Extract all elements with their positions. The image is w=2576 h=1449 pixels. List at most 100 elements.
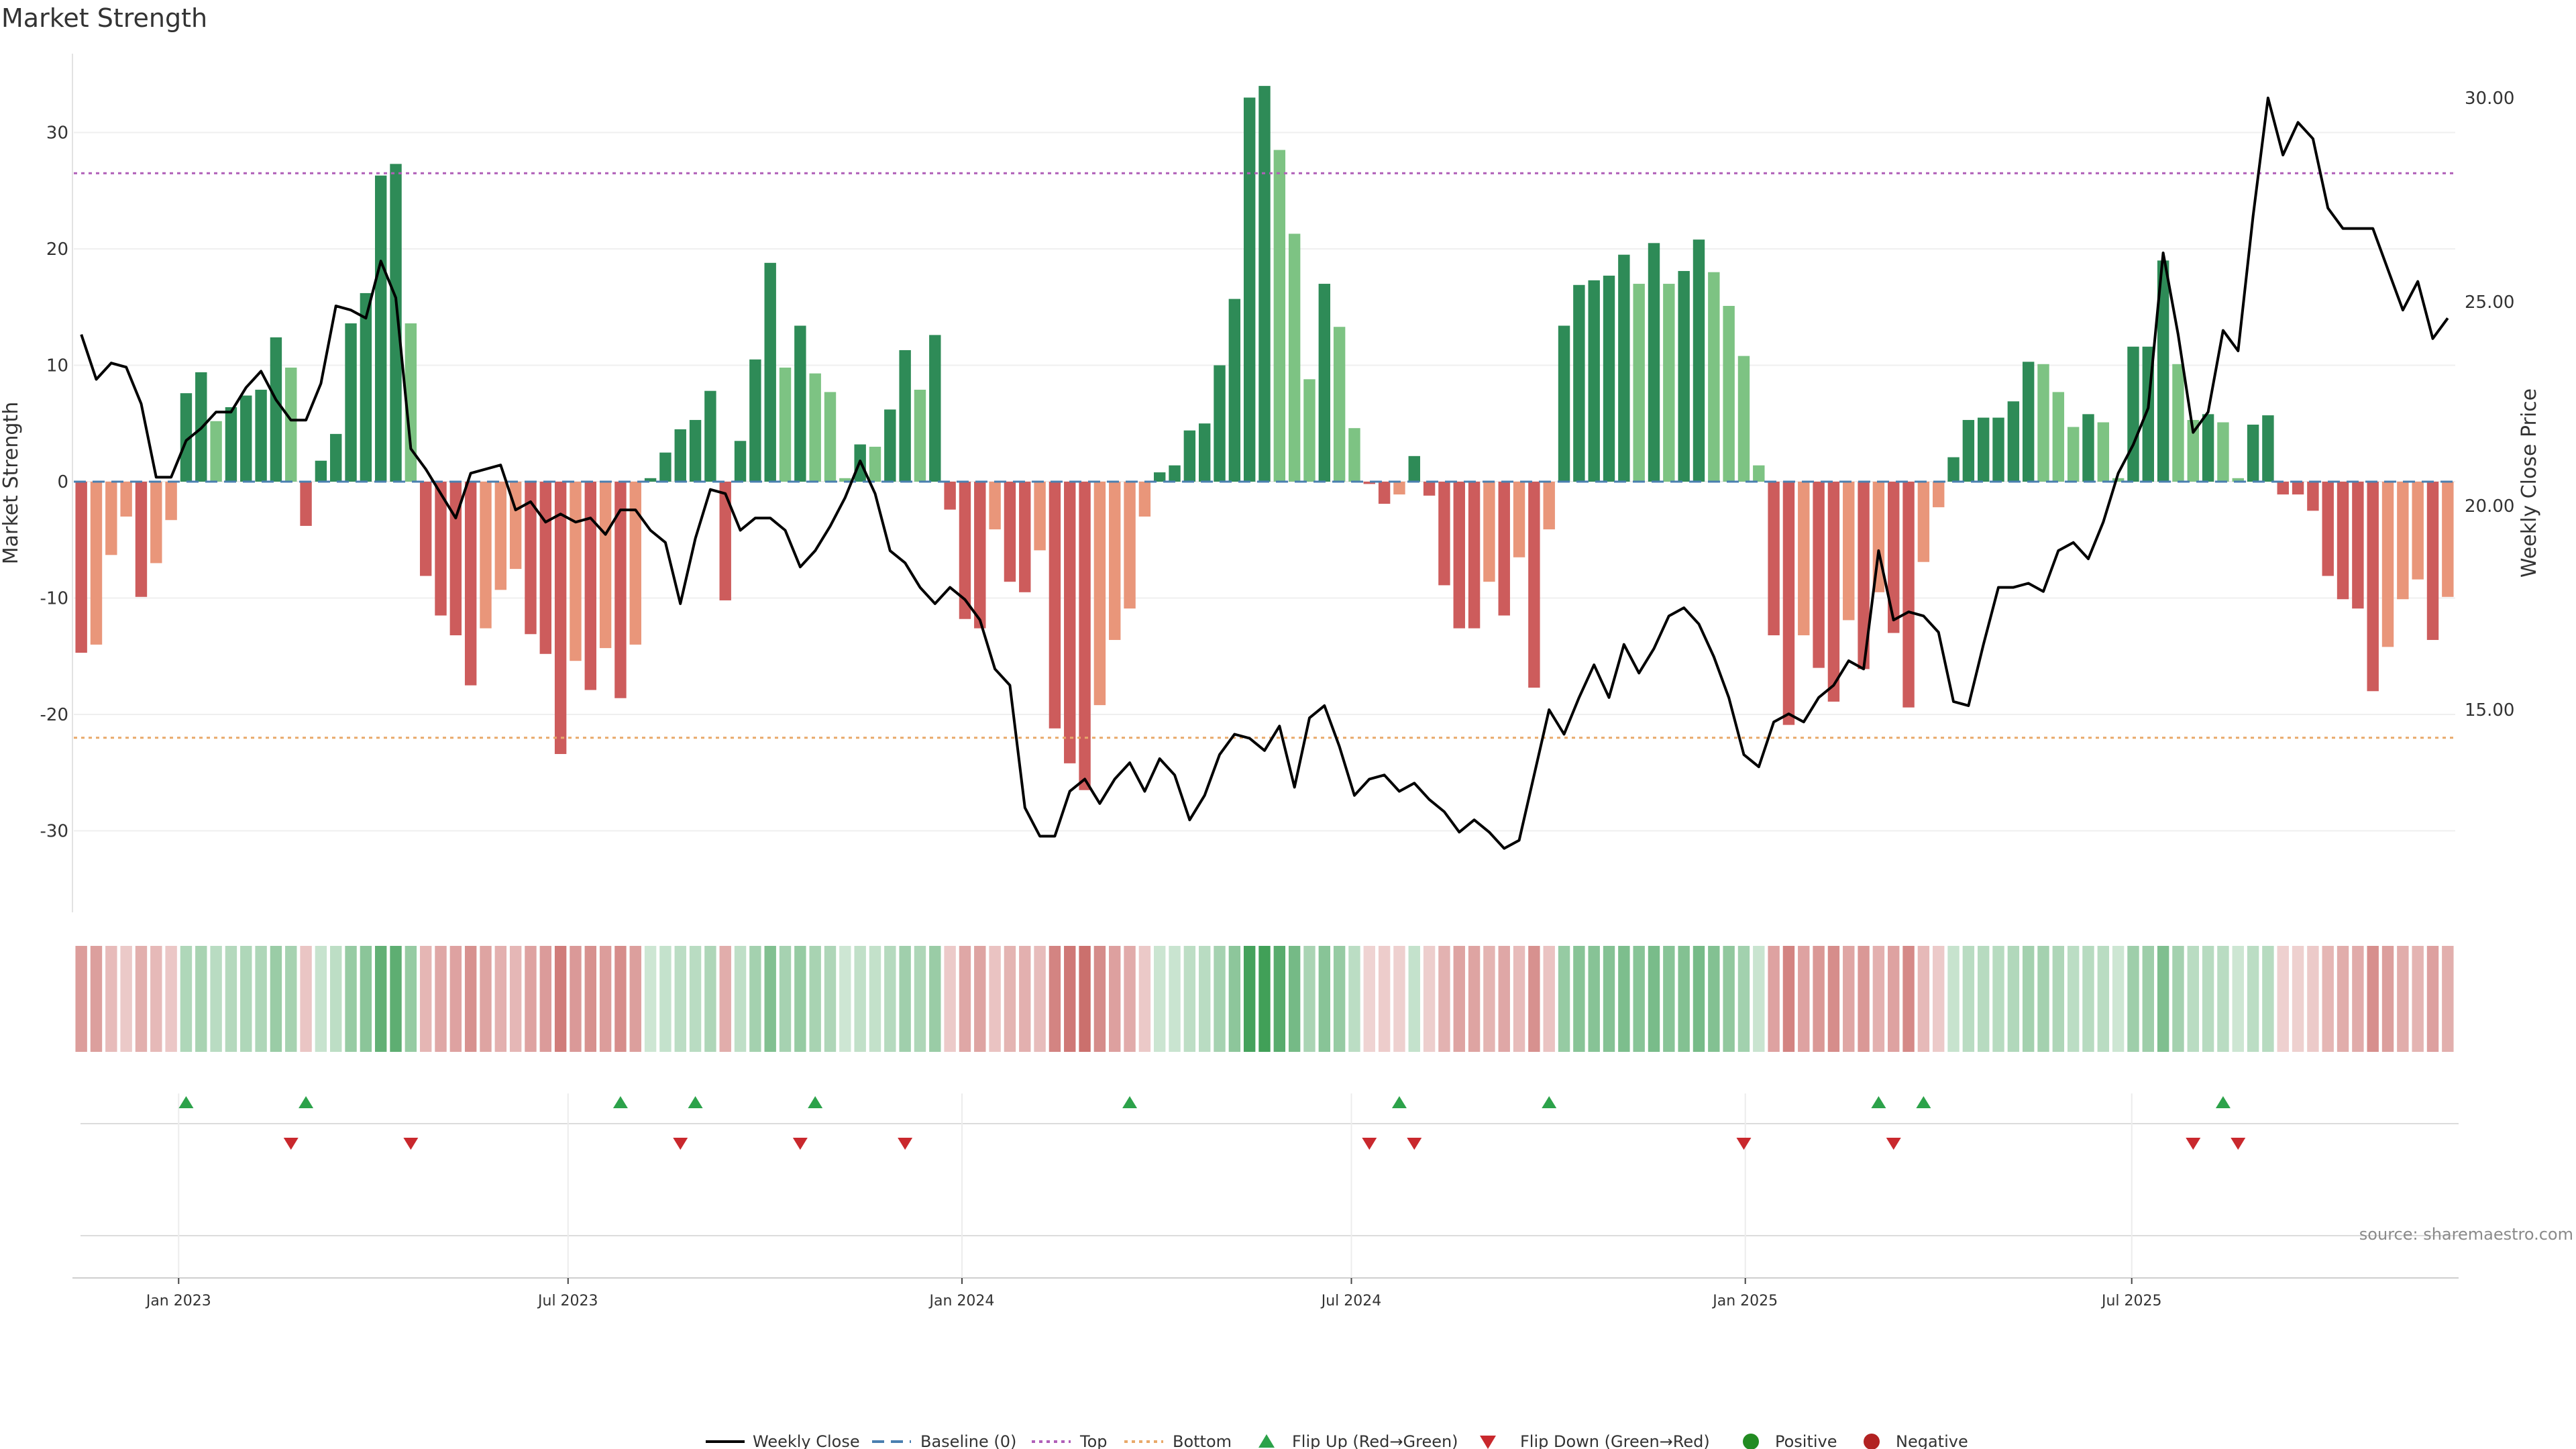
x-tick-label: Jan 2025 bbox=[1711, 1293, 1778, 1309]
strength-bar bbox=[1408, 455, 1420, 482]
heat-cell bbox=[974, 946, 986, 1052]
x-axis-ticks: Jan 2023 Jul 2023 Jan 2024 Jul 2024 Jan 2025… bbox=[145, 1278, 2162, 1309]
legend: Weekly Close Baseline (0) Top Bottom Fli… bbox=[706, 1432, 1968, 1449]
strength-bar bbox=[1708, 272, 1720, 482]
heat-cell bbox=[824, 946, 837, 1052]
heat-cell bbox=[1079, 946, 1091, 1052]
strength-bar bbox=[794, 325, 806, 482]
legend-item-positive: Positive bbox=[1743, 1432, 1837, 1449]
heat-cell bbox=[959, 946, 971, 1052]
heat-cell bbox=[1393, 946, 1405, 1052]
heat-cell bbox=[1483, 946, 1495, 1052]
heat-cell bbox=[1004, 946, 1016, 1052]
flip-down-marker bbox=[792, 1138, 808, 1150]
heat-cell bbox=[120, 946, 132, 1052]
heat-cell bbox=[2381, 946, 2394, 1052]
flip-up-marker bbox=[688, 1096, 703, 1108]
strength-bar bbox=[779, 367, 792, 482]
strength-bar bbox=[1049, 482, 1061, 729]
flip-down-marker bbox=[283, 1138, 299, 1150]
flip-markers bbox=[178, 1096, 2246, 1150]
heat-cell bbox=[1363, 946, 1375, 1052]
flip-up-marker bbox=[2215, 1096, 2231, 1108]
heat-cell bbox=[1633, 946, 1645, 1052]
heat-cell bbox=[839, 946, 851, 1052]
left-tick-label: 30 bbox=[46, 123, 68, 144]
strength-bar bbox=[1933, 482, 1945, 508]
strength-bar bbox=[944, 482, 956, 510]
strength-bar bbox=[839, 478, 851, 482]
heat-cell bbox=[1782, 946, 1795, 1052]
flip-up-marker bbox=[1916, 1096, 1931, 1108]
heat-cell bbox=[809, 946, 821, 1052]
strength-bar bbox=[2082, 414, 2094, 482]
heat-cell bbox=[195, 946, 207, 1052]
chart-title: Market Strength bbox=[1, 3, 207, 33]
strength-bar bbox=[2307, 482, 2319, 511]
strength-bar bbox=[1393, 482, 1405, 495]
strength-bar bbox=[180, 393, 193, 482]
left-tick-label: 10 bbox=[46, 356, 68, 376]
strength-bar bbox=[90, 482, 103, 645]
heat-cell bbox=[405, 946, 417, 1052]
heat-cell bbox=[689, 946, 702, 1052]
heat-cell bbox=[2037, 946, 2049, 1052]
heat-cell bbox=[1558, 946, 1570, 1052]
heat-cell bbox=[1124, 946, 1136, 1052]
strength-bar bbox=[2217, 422, 2229, 482]
strength-bar bbox=[210, 421, 222, 482]
left-tick-label: -10 bbox=[40, 589, 68, 609]
legend-label: Flip Up (Red→Green) bbox=[1292, 1432, 1458, 1449]
heat-cell bbox=[210, 946, 222, 1052]
heat-cell bbox=[1408, 946, 1420, 1052]
strength-bar bbox=[554, 482, 567, 754]
heat-cell bbox=[1258, 946, 1271, 1052]
x-tick-label: Jan 2024 bbox=[928, 1293, 995, 1309]
heat-cell bbox=[300, 946, 312, 1052]
strength-bar bbox=[704, 390, 716, 482]
heat-cell bbox=[1603, 946, 1615, 1052]
strength-bar bbox=[1888, 482, 1900, 633]
heat-cell bbox=[449, 946, 462, 1052]
strength-bar bbox=[2247, 424, 2259, 482]
strength-bar bbox=[255, 389, 267, 482]
heat-cell bbox=[90, 946, 103, 1052]
strength-bar bbox=[809, 373, 821, 482]
heat-cell bbox=[944, 946, 956, 1052]
heat-cell bbox=[1573, 946, 1585, 1052]
heat-cell bbox=[1423, 946, 1436, 1052]
heat-cell bbox=[1753, 946, 1765, 1052]
heat-cell bbox=[1588, 946, 1600, 1052]
weekly-close-line bbox=[80, 97, 2449, 850]
heat-cell bbox=[2352, 946, 2364, 1052]
strength-heat-strip bbox=[75, 946, 2454, 1052]
heat-cell bbox=[1827, 946, 1840, 1052]
heat-cell bbox=[2142, 946, 2155, 1052]
heat-cell bbox=[2202, 946, 2214, 1052]
heat-cell bbox=[1183, 946, 1196, 1052]
legend-item-negative: Negative bbox=[1864, 1432, 1968, 1449]
strength-bar bbox=[929, 335, 941, 482]
heat-cell bbox=[419, 946, 432, 1052]
strength-bar bbox=[1093, 482, 1106, 706]
heat-cell bbox=[734, 946, 747, 1052]
strength-bar bbox=[1019, 482, 1031, 592]
strength-bar bbox=[165, 482, 177, 521]
strength-bar bbox=[899, 350, 911, 482]
strength-bar bbox=[1977, 417, 1990, 482]
heat-cell bbox=[180, 946, 193, 1052]
strength-bar bbox=[285, 367, 297, 482]
strength-bar bbox=[1723, 306, 1735, 482]
heat-cell bbox=[929, 946, 941, 1052]
strength-bar bbox=[2067, 427, 2080, 482]
strength-bar bbox=[1348, 428, 1360, 482]
strength-bar bbox=[1004, 482, 1016, 582]
strength-bar bbox=[1992, 417, 2004, 482]
strength-bar bbox=[330, 433, 342, 482]
strength-bar bbox=[1633, 284, 1645, 482]
left-axis-title: Market Strength bbox=[0, 402, 23, 564]
heat-cell bbox=[704, 946, 716, 1052]
heat-cell bbox=[719, 946, 731, 1052]
heat-cell bbox=[2442, 946, 2454, 1052]
